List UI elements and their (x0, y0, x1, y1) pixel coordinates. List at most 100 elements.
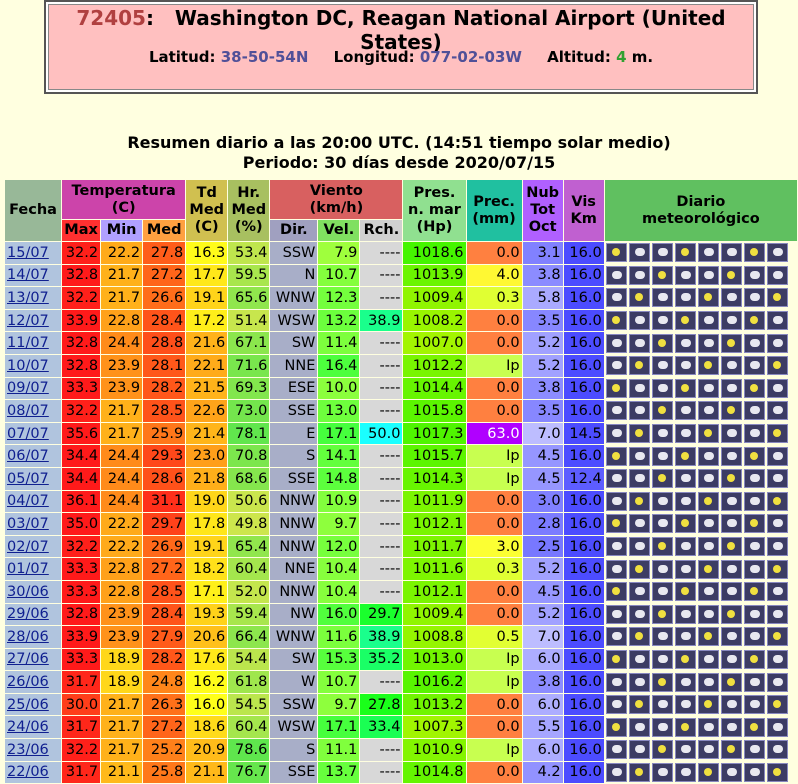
date-link[interactable]: 06/07 (7, 448, 49, 465)
table-cell: 14.1 (318, 445, 360, 467)
date-link[interactable]: 30/06 (7, 583, 49, 600)
weather-icon (628, 446, 650, 466)
date-link[interactable]: 29/06 (7, 606, 49, 623)
weather-icon (766, 762, 788, 782)
date-link[interactable]: 26/06 (7, 674, 49, 691)
weather-icon (628, 288, 650, 308)
table-cell: 27.2 (143, 558, 186, 580)
table-cell: 16.0 (563, 761, 604, 784)
table-cell: NNW (270, 513, 318, 535)
date-link[interactable]: 05/07 (7, 470, 49, 487)
table-cell: 59.5 (228, 264, 270, 287)
date-link[interactable]: 07/07 (7, 425, 49, 442)
date-link[interactable]: 13/07 (7, 289, 49, 306)
table-cell: 5.2 (522, 603, 563, 626)
table-cell: 23.9 (101, 354, 143, 377)
date-link[interactable]: 08/07 (7, 402, 49, 419)
date-link[interactable]: 28/06 (7, 628, 49, 645)
table-row: 03/07 35.0 22.2 29.7 17.8 49.8 NNW 9.7 ---- 1012.… (5, 513, 797, 535)
weather-icon (628, 559, 650, 579)
table-cell: 53.4 (228, 242, 270, 264)
table-row: 10/07 32.8 23.9 28.1 22.1 71.6 NNE 16.4 ---- 1012… (5, 354, 797, 377)
date-link[interactable]: 25/06 (7, 696, 49, 713)
date-link[interactable]: 24/06 (7, 719, 49, 736)
table-cell: NNW (270, 535, 318, 558)
table-cell: 1014.8 (403, 761, 466, 784)
table-cell: 5.8 (522, 287, 563, 309)
date-link[interactable]: 27/06 (7, 651, 49, 668)
table-cell: 9.7 (318, 513, 360, 535)
date-link[interactable]: 02/07 (7, 538, 49, 555)
table-cell: SW (270, 332, 318, 354)
table-cell: 21.7 (101, 400, 143, 422)
weather-icon (605, 311, 627, 331)
weather-icon (651, 333, 673, 353)
weather-icon (743, 672, 765, 692)
table-cell: 10.4 (318, 580, 360, 603)
date-link[interactable]: 23/06 (7, 741, 49, 758)
table-cell: 61.8 (228, 671, 270, 693)
table-cell: 52.0 (228, 580, 270, 603)
table-cell: 25.2 (143, 739, 186, 761)
date-link[interactable]: 15/07 (7, 244, 49, 261)
table-cell: 49.8 (228, 513, 270, 535)
date-link[interactable]: 04/07 (7, 493, 49, 510)
date-link[interactable]: 09/07 (7, 380, 49, 397)
table-cell: ---- (360, 580, 403, 603)
table-cell: 1012.1 (403, 580, 466, 603)
weather-icon (605, 491, 627, 511)
table-row: 29/06 32.8 23.9 28.4 19.3 59.4 NW 16.0 29.7 1009.… (5, 603, 797, 626)
table-cell: 10.9 (318, 490, 360, 513)
table-cell: WSW (270, 309, 318, 332)
table-cell: 19.1 (186, 535, 228, 558)
weather-icon (766, 424, 788, 444)
table-cell: 21.7 (101, 264, 143, 287)
header-cell: Pres. n. mar (Hp) (403, 180, 466, 241)
table-cell: 28.2 (143, 648, 186, 671)
weather-icon (697, 672, 719, 692)
weather-icon (674, 672, 696, 692)
date-link[interactable]: 22/06 (7, 764, 49, 781)
table-cell: 16.0 (563, 309, 604, 332)
weather-icon (697, 243, 719, 263)
weather-icon (628, 740, 650, 760)
date-link[interactable]: 10/07 (7, 357, 49, 374)
table-cell: 31.1 (143, 490, 186, 513)
table-row: 07/07 35.6 21.7 25.9 21.4 78.1 E 17.1 50.0 1017.3… (5, 422, 797, 445)
date-link[interactable]: 12/07 (7, 312, 49, 329)
table-row: 25/06 30.0 21.7 26.3 16.0 54.5 SSW 9.7 27.8 1013.… (5, 693, 797, 716)
table-cell: 04/07 (5, 490, 62, 513)
weather-icon (651, 491, 673, 511)
weather-icon (766, 265, 788, 285)
table-cell: ---- (360, 264, 403, 287)
weather-icon (766, 311, 788, 331)
weather-icon (743, 491, 765, 511)
weather-icon (697, 311, 719, 331)
table-cell: 34.4 (62, 445, 101, 467)
table-cell: 38.9 (360, 309, 403, 332)
table-cell: 0.0 (466, 580, 522, 603)
weather-icon (697, 695, 719, 715)
table-cell: 35.6 (62, 422, 101, 445)
weather-icon (697, 740, 719, 760)
table-cell: 1014.4 (403, 377, 466, 400)
table-cell: ---- (360, 535, 403, 558)
weather-icons (605, 536, 797, 558)
table-cell: ---- (360, 242, 403, 264)
weather-icon (651, 356, 673, 376)
table-cell: 16.0 (563, 332, 604, 354)
table-cell: N (270, 264, 318, 287)
date-link[interactable]: 14/07 (7, 267, 49, 284)
date-link[interactable]: 11/07 (7, 335, 49, 352)
weather-icon (766, 537, 788, 557)
table-cell: 28.5 (143, 400, 186, 422)
weather-icon (720, 469, 742, 489)
table-cell: 4.5 (522, 580, 563, 603)
table-cell: 32.8 (62, 603, 101, 626)
table-cell: ---- (360, 332, 403, 354)
weather-icon (674, 695, 696, 715)
weather-icons (605, 694, 797, 716)
date-link[interactable]: 01/07 (7, 561, 49, 578)
date-link[interactable]: 03/07 (7, 515, 49, 532)
table-cell: 73.0 (228, 400, 270, 422)
